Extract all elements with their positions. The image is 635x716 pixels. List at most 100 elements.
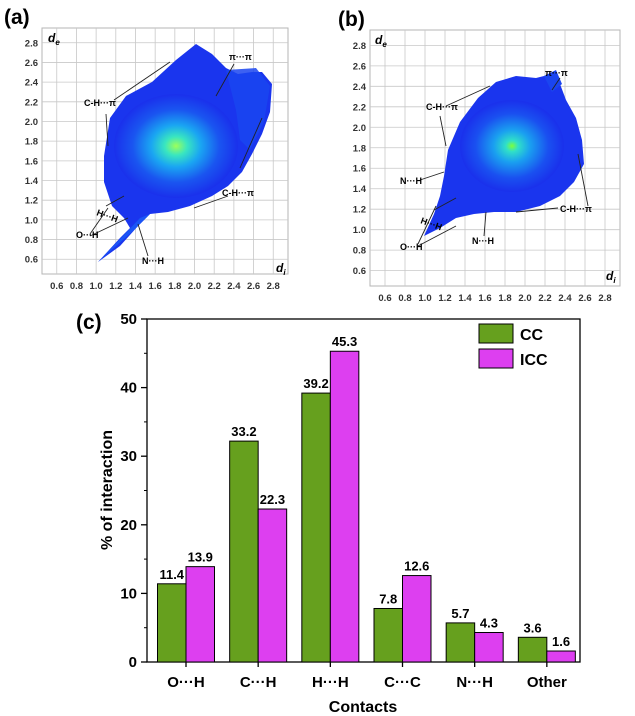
annotation-arrows-a: [89, 61, 263, 257]
x-tick-label-a: 2.4: [227, 281, 241, 292]
x-tick-label-b: 2.6: [578, 293, 591, 304]
x-tick-label-a: 2.8: [267, 281, 280, 292]
y-tick-label-b: 1.0: [353, 225, 366, 236]
bar-icc: [185, 566, 215, 663]
x-tick-label: N···H: [456, 674, 493, 691]
annotation-ch-pi-a-top: C-H···π: [84, 98, 116, 108]
x-tick-label: C···C: [384, 674, 421, 691]
x-axis-label-a: di: [276, 261, 286, 277]
bar-icc: [546, 650, 576, 663]
panel-label-a: (a): [4, 6, 30, 29]
y-tick-label-a: 1.4: [25, 176, 39, 187]
x-tick-label-a: 0.8: [70, 281, 83, 292]
bar-cc: [157, 583, 187, 663]
x-tick-label-a: 0.6: [50, 281, 63, 292]
x-tick-label-a: 2.6: [247, 281, 260, 292]
x-tick-label-a: 1.0: [90, 281, 103, 292]
x-tick-label-a: 1.6: [149, 281, 162, 292]
y-tick-label-b: 0.6: [353, 266, 366, 277]
bar-icc: [402, 575, 432, 663]
x-tick-label: O···H: [167, 674, 205, 691]
y-axis-label-a: de: [48, 31, 60, 47]
bar-cc: [517, 636, 548, 663]
y-tick-label: 10: [120, 585, 137, 602]
x-tick-label-b: 1.2: [438, 293, 451, 304]
x-tick-label-b: 2.8: [598, 293, 611, 304]
x-tick-label-b: 2.2: [538, 293, 551, 304]
x-tick-label-b: 1.8: [498, 293, 511, 304]
annotation-nh-a: N···H: [142, 256, 164, 266]
bar-cc: [445, 622, 476, 663]
y-tick-label-b: 2.2: [353, 102, 366, 113]
bar-icc: [474, 632, 504, 663]
panel-label-c: (c): [76, 311, 102, 334]
y-tick-label-b: 2.6: [353, 61, 366, 72]
annotation-nh-b-left: N···H: [400, 176, 422, 186]
x-tick-label: Other: [527, 674, 567, 691]
y-tick-label-a: 2.6: [25, 58, 38, 69]
annotation-pi-pi-b: π···π: [545, 68, 568, 78]
legend-swatch-cc: [478, 323, 514, 344]
bar-icc: [329, 350, 360, 663]
x-tick-label: C···H: [240, 674, 277, 691]
bar-value-labels: 11.4 13.9 33.2 22.3 39.2 45.3 7.8 12.6 5.7 4.3 3.6…: [159, 334, 570, 649]
bar-marks: [157, 350, 576, 663]
y-tick-label-b: 1.4: [353, 184, 367, 195]
y-tick-label-b: 1.6: [353, 164, 366, 175]
annotation-arrows-b: [417, 77, 589, 247]
annotation-ch-pi-b-top: C-H···π: [426, 102, 458, 112]
y-tick-label: 50: [120, 311, 137, 328]
fingerprint-cloud-a: [98, 44, 272, 262]
y-tick-label: 30: [120, 448, 137, 465]
y-tick-label: 40: [120, 380, 137, 397]
y-tick-label-a: 2.8: [25, 38, 38, 49]
y-tick-label-a: 1.6: [25, 156, 38, 167]
y-tick-label-a: 0.8: [25, 235, 38, 246]
y-tick-label-b: 2.4: [353, 82, 367, 93]
x-tick-label-b: 0.8: [398, 293, 411, 304]
x-tick-label-b: 2.4: [558, 293, 572, 304]
legend-label-icc: ICC: [520, 352, 548, 369]
x-axis-title: Contacts: [329, 699, 398, 716]
x-tick-label-b: 1.4: [458, 293, 472, 304]
bar-value-label: 13.9: [188, 550, 213, 565]
y-tick-label-b: 1.2: [353, 205, 366, 216]
bar-value-label: 12.6: [404, 559, 429, 574]
bar-value-label: 1.6: [552, 634, 570, 649]
annotation-pi-pi-a: π···π: [229, 52, 252, 62]
annotation-ch-pi-a-right: C-H···π: [222, 188, 254, 198]
y-tick-label-a: 1.0: [25, 215, 38, 226]
y-axis-title: % of interaction: [99, 430, 116, 550]
legend: CC ICC: [478, 323, 548, 369]
bar-value-label: 7.8: [379, 591, 397, 606]
bar-icc: [257, 508, 288, 663]
bar-value-label: 33.2: [231, 424, 256, 439]
y-tick-label-b: 2.0: [353, 123, 366, 134]
x-tick-label-a: 1.2: [109, 281, 122, 292]
fingerprint-cloud-b: [424, 70, 584, 236]
y-tick-label: 20: [120, 517, 137, 534]
bar-cc: [301, 392, 331, 663]
tick-labels-a: 0.6 0.6 0.8 0.8 1.0 1.0 1.2 1.2 1.4 1.4 1.6 1.6 1.8 1…: [25, 38, 280, 292]
bar-cc: [373, 607, 403, 663]
x-tick-label-a: 2.2: [208, 281, 221, 292]
y-axis: 0 10 20 30 40 50: [120, 311, 147, 671]
y-tick-label-a: 1.2: [25, 196, 38, 207]
annotation-nh-b-bottom: N···H: [472, 236, 494, 246]
x-tick-label-b: 2.0: [518, 293, 531, 304]
y-tick-label-a: 0.6: [25, 255, 38, 266]
bar-value-label: 22.3: [260, 492, 285, 507]
y-tick-label-a: 2.4: [25, 78, 39, 89]
y-tick-label-b: 1.8: [353, 143, 366, 154]
bar-value-label: 11.4: [159, 567, 184, 582]
y-tick-label-a: 2.2: [25, 97, 38, 108]
x-tick-label-a: 1.4: [129, 281, 143, 292]
bar-value-label: 4.3: [480, 616, 498, 631]
bar-value-label: 3.6: [524, 620, 542, 635]
x-tick-label: H···H: [312, 674, 349, 691]
y-tick-label-a: 2.0: [25, 117, 38, 128]
legend-label-cc: CC: [520, 327, 544, 344]
bar-value-label: 39.2: [303, 376, 328, 391]
